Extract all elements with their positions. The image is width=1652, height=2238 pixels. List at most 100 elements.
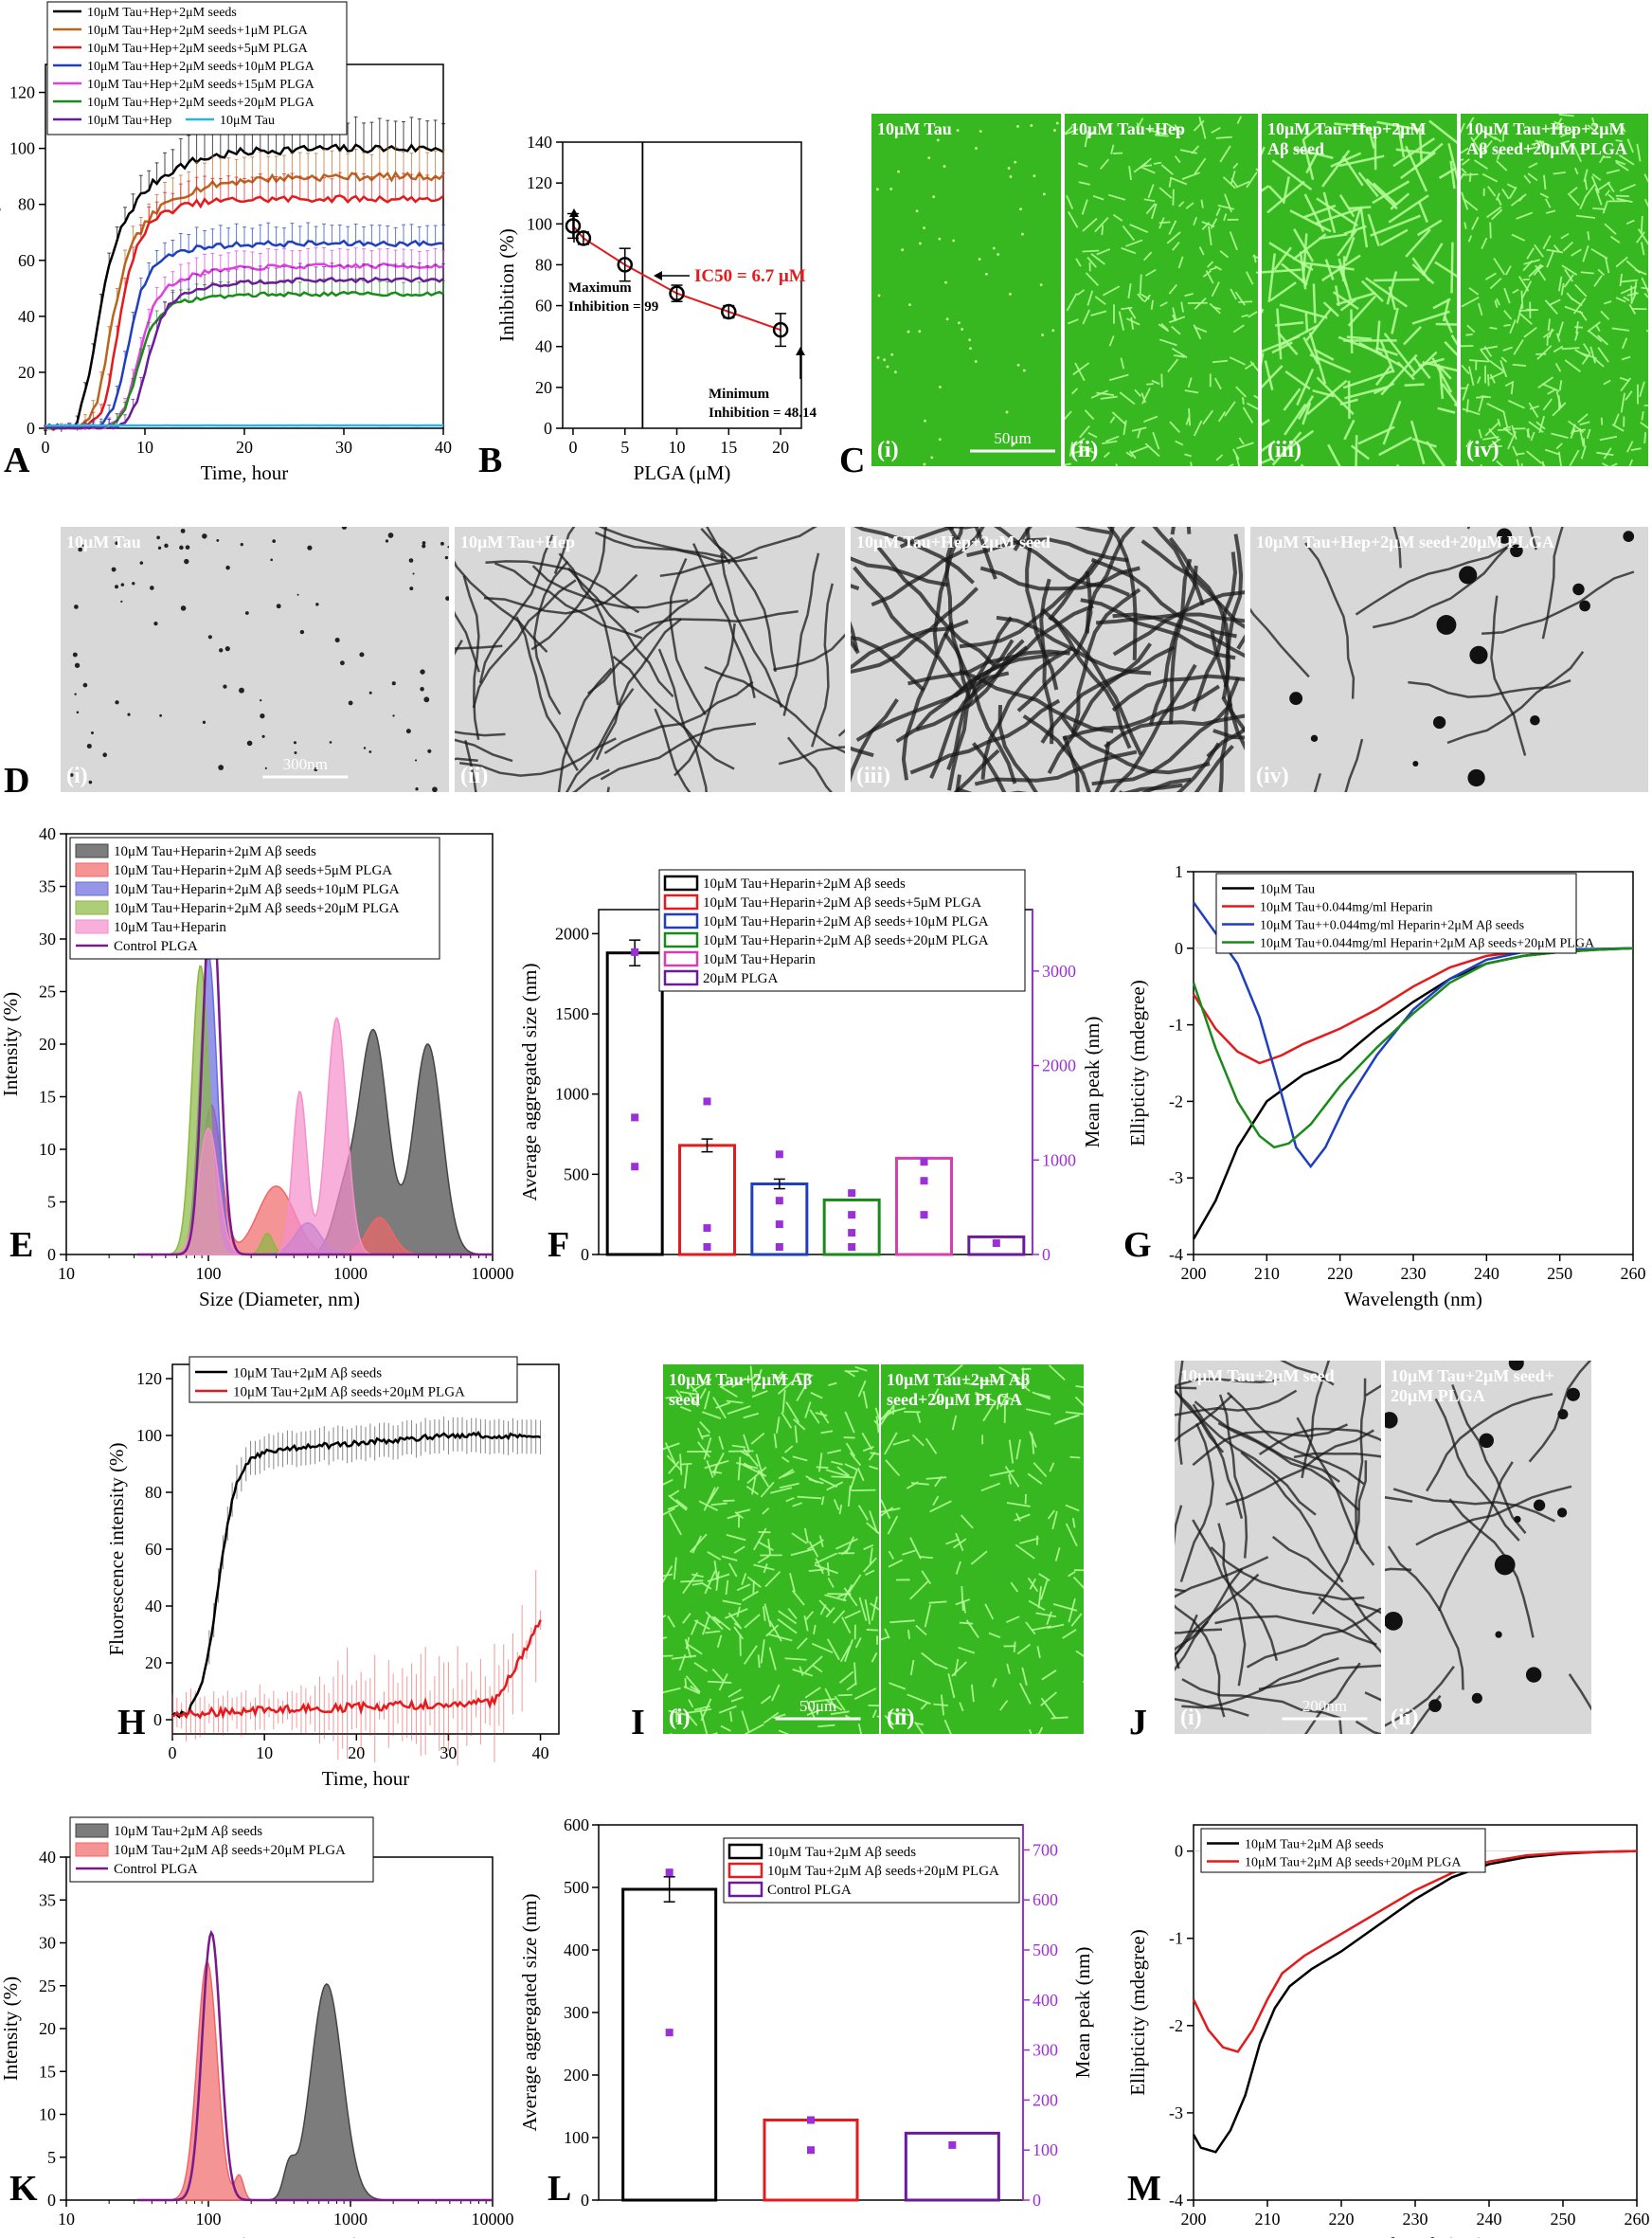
fibril xyxy=(1151,379,1160,386)
fibril xyxy=(1428,119,1457,144)
fibril xyxy=(778,1729,790,1734)
fibril xyxy=(1391,307,1399,334)
panel-letter-E: E xyxy=(9,1225,33,1265)
fibril xyxy=(1177,256,1184,269)
fibril xyxy=(813,1624,817,1634)
fibril xyxy=(1141,388,1151,405)
fibril xyxy=(1086,290,1094,306)
fibril xyxy=(1615,139,1623,142)
fibril xyxy=(1005,1615,1020,1624)
fibril xyxy=(1337,229,1357,257)
fibril xyxy=(1230,288,1237,300)
fibril xyxy=(1593,357,1605,368)
fibril xyxy=(1511,233,1526,242)
aggregate xyxy=(1385,1612,1403,1631)
fibril xyxy=(716,1634,723,1648)
fibril xyxy=(1355,1378,1367,1545)
fibril xyxy=(857,1380,867,1398)
fibril xyxy=(1403,325,1422,346)
fibril xyxy=(1426,441,1446,466)
fibril xyxy=(719,1385,738,1398)
speck xyxy=(444,555,449,560)
fibril xyxy=(1502,427,1514,436)
fibril xyxy=(1517,276,1530,292)
fibril xyxy=(1641,277,1648,292)
fibril xyxy=(1635,268,1647,276)
speck xyxy=(334,638,340,643)
speck xyxy=(974,360,978,363)
fibril xyxy=(1302,233,1308,283)
fibril xyxy=(792,1669,814,1677)
fibril xyxy=(1546,335,1549,346)
fibril xyxy=(1374,346,1398,356)
chart-M: 200210220230240250260-4-3-2-10Wavelength… xyxy=(1126,1824,1650,2238)
fibril xyxy=(851,619,969,670)
fibril xyxy=(1236,442,1254,450)
fibril xyxy=(1404,383,1425,387)
fibril xyxy=(1438,368,1445,400)
fibril xyxy=(673,1557,677,1580)
x-tick-label: 220 xyxy=(1327,1264,1353,1283)
fibril xyxy=(1277,324,1319,348)
fibril xyxy=(866,1629,879,1632)
fibril xyxy=(845,1536,855,1554)
speck xyxy=(907,330,910,334)
fibril xyxy=(1168,283,1178,295)
fibril xyxy=(1496,159,1508,171)
fibril xyxy=(1541,383,1560,392)
fibril xyxy=(851,697,899,783)
speck xyxy=(216,539,220,542)
fibril xyxy=(679,1390,696,1396)
series-line-0 xyxy=(45,143,444,430)
y-tick-label: 15 xyxy=(39,2062,56,2081)
fibril xyxy=(729,1710,733,1723)
fibril xyxy=(1462,407,1481,416)
speck xyxy=(979,130,982,134)
fibril xyxy=(750,1432,765,1445)
fibril xyxy=(1230,177,1239,189)
x-tick-label: 100 xyxy=(196,2210,222,2229)
fibril xyxy=(1516,303,1523,324)
fibril xyxy=(669,557,707,715)
fibril xyxy=(1262,268,1302,274)
fibril xyxy=(1255,271,1258,274)
fibril xyxy=(1426,1393,1553,1492)
fibril xyxy=(1597,347,1609,363)
fibril xyxy=(710,1502,727,1507)
fibril xyxy=(1077,162,1088,168)
fibril xyxy=(1434,261,1457,278)
fibril xyxy=(1466,324,1476,334)
fibril xyxy=(600,722,757,781)
speck xyxy=(958,321,961,325)
panel-letter-G: G xyxy=(1123,1225,1152,1265)
fibril xyxy=(1080,598,1236,660)
x-tick-label: 210 xyxy=(1255,2210,1281,2229)
fibril xyxy=(1094,741,1111,792)
fibril xyxy=(1620,285,1638,295)
spectrum-line-3 xyxy=(1192,947,1634,1149)
fibril xyxy=(961,1585,964,1612)
fibril xyxy=(739,1450,749,1457)
fibril xyxy=(1140,539,1245,629)
peak-point xyxy=(703,1243,711,1252)
fibril xyxy=(1139,274,1142,294)
legend-entry: 10μM Tau+Heparin+2μM Aβ seeds xyxy=(703,876,906,892)
fibril xyxy=(1461,296,1480,308)
x-axis-label: Size (Diameter, nm) xyxy=(199,2233,360,2238)
fibril xyxy=(1303,1662,1361,1734)
fibril xyxy=(663,1687,681,1694)
speck xyxy=(420,686,424,692)
fibril xyxy=(1127,283,1132,299)
fibril xyxy=(733,1545,745,1554)
micrograph-image-D-1 xyxy=(61,527,449,792)
fibril xyxy=(1528,1361,1591,1463)
speck xyxy=(447,546,449,549)
legend-swatch xyxy=(75,1823,109,1838)
fibril xyxy=(697,1441,710,1458)
y-tick-label: 100 xyxy=(527,214,552,233)
fibril xyxy=(1209,266,1217,271)
fibril xyxy=(494,562,643,640)
fibril xyxy=(1586,428,1591,440)
speck xyxy=(260,699,262,702)
